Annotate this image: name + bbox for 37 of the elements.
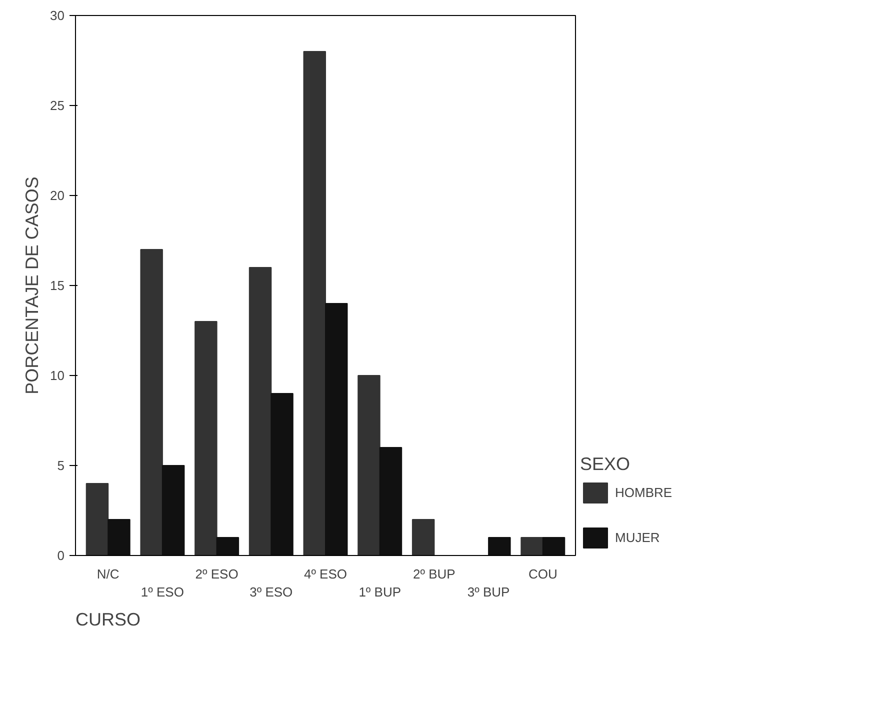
x-tick-label: COU	[528, 566, 558, 582]
y-tick-label: 25	[50, 98, 65, 113]
bar	[412, 519, 435, 556]
y-tick-label: 0	[57, 548, 65, 563]
bar	[303, 51, 326, 556]
bar	[325, 303, 348, 556]
bar	[379, 447, 402, 556]
y-tick-label: 15	[50, 278, 65, 293]
y-tick-label: 10	[50, 368, 65, 383]
x-tick-label: 2º BUP	[413, 566, 456, 582]
bar	[520, 537, 544, 556]
x-tick-label: 1º BUP	[358, 584, 402, 600]
bar	[488, 537, 511, 556]
x-tick-label: 3º BUP	[467, 584, 510, 600]
x-tick-label: N/C	[96, 566, 120, 582]
y-tick-label: 30	[50, 8, 65, 23]
legend-title: SEXO	[580, 454, 632, 475]
bar	[358, 375, 380, 556]
y-tick-label: 20	[50, 188, 65, 203]
bar	[216, 537, 240, 556]
x-tick-label: 3º ESO	[250, 584, 293, 600]
legend-label: HOMBRE	[615, 485, 672, 500]
y-axis-title: PORCENTAJE DE CASOS	[22, 176, 42, 394]
bar	[248, 267, 272, 556]
bar	[108, 519, 130, 556]
bar	[270, 393, 294, 556]
x-tick-label: 1º ESO	[140, 584, 184, 600]
x-tick-label: 4º ESO	[304, 566, 348, 582]
x-axis-title: CURSO	[76, 610, 141, 630]
bar	[140, 249, 163, 556]
x-tick-label: 2º ESO	[195, 566, 238, 582]
bar	[162, 465, 185, 556]
y-tick-label: 5	[57, 458, 65, 473]
bar	[542, 537, 566, 556]
legend-label: MUJER	[615, 530, 660, 545]
bar	[86, 483, 109, 556]
bar	[194, 321, 218, 556]
